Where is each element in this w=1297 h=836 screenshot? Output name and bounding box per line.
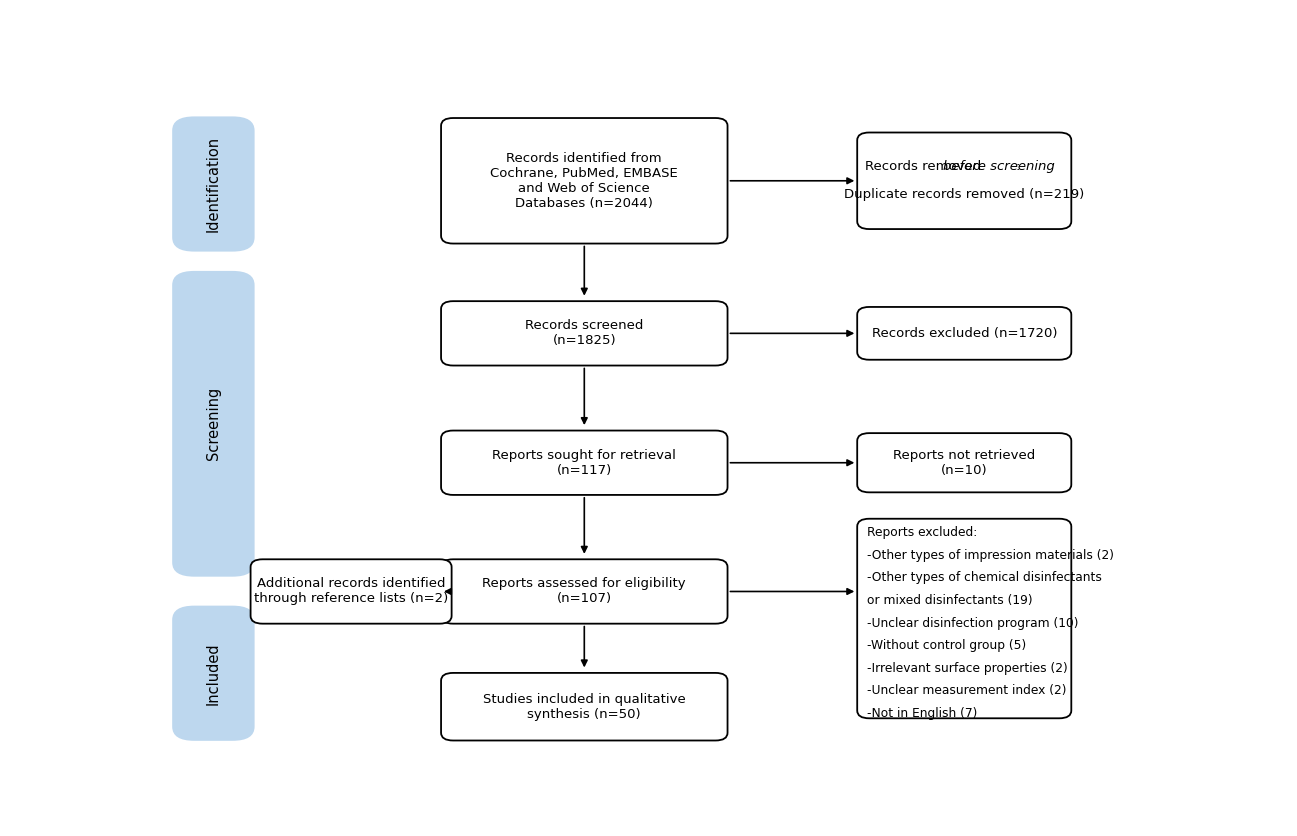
FancyBboxPatch shape — [441, 431, 728, 495]
Text: -Without control group (5): -Without control group (5) — [868, 639, 1026, 652]
FancyBboxPatch shape — [173, 116, 254, 252]
FancyBboxPatch shape — [441, 673, 728, 741]
Text: or mixed disinfectants (19): or mixed disinfectants (19) — [868, 594, 1032, 607]
FancyBboxPatch shape — [857, 433, 1071, 492]
FancyBboxPatch shape — [857, 307, 1071, 359]
Text: Reports assessed for eligibility
(n=107): Reports assessed for eligibility (n=107) — [482, 578, 686, 605]
Text: Records identified from
Cochrane, PubMed, EMBASE
and Web of Science
Databases (n: Records identified from Cochrane, PubMed… — [490, 152, 678, 210]
Text: Identification: Identification — [206, 136, 220, 232]
Text: Records removed: Records removed — [865, 161, 986, 173]
Text: Duplicate records removed (n=219): Duplicate records removed (n=219) — [844, 188, 1084, 201]
FancyBboxPatch shape — [173, 605, 254, 741]
Text: Additional records identified
through reference lists (n=2): Additional records identified through re… — [254, 578, 449, 605]
Text: Screening: Screening — [206, 387, 220, 461]
Text: -Unclear disinfection program (10): -Unclear disinfection program (10) — [868, 616, 1079, 630]
Text: Records excluded (n=1720): Records excluded (n=1720) — [872, 327, 1057, 340]
Text: Reports excluded:: Reports excluded: — [868, 527, 978, 539]
FancyBboxPatch shape — [857, 518, 1071, 718]
FancyBboxPatch shape — [441, 559, 728, 624]
FancyBboxPatch shape — [441, 118, 728, 243]
Text: Studies included in qualitative
synthesis (n=50): Studies included in qualitative synthesi… — [482, 693, 686, 721]
Text: -Other types of impression materials (2): -Other types of impression materials (2) — [868, 549, 1114, 562]
Text: -Unclear measurement index (2): -Unclear measurement index (2) — [868, 684, 1066, 697]
FancyBboxPatch shape — [250, 559, 451, 624]
Text: -Irrelevant surface properties (2): -Irrelevant surface properties (2) — [868, 661, 1067, 675]
FancyBboxPatch shape — [173, 271, 254, 577]
FancyBboxPatch shape — [441, 301, 728, 365]
Text: Included: Included — [206, 642, 220, 705]
FancyBboxPatch shape — [857, 132, 1071, 229]
Text: Reports not retrieved
(n=10): Reports not retrieved (n=10) — [894, 449, 1035, 477]
Text: Records screened
(n=1825): Records screened (n=1825) — [525, 319, 643, 347]
Text: -Not in English (7): -Not in English (7) — [868, 706, 978, 720]
Text: -Other types of chemical disinfectants: -Other types of chemical disinfectants — [868, 572, 1102, 584]
Text: Reports sought for retrieval
(n=117): Reports sought for retrieval (n=117) — [493, 449, 676, 477]
Text: :: : — [1016, 161, 1019, 173]
Text: before screening: before screening — [943, 161, 1054, 173]
